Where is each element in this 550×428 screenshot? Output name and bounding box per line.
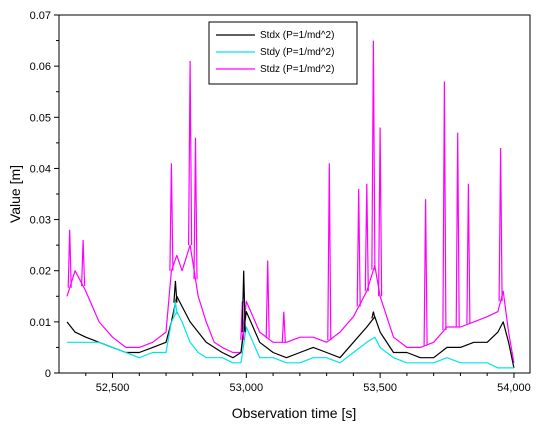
y-tick-label: 0.06	[30, 61, 51, 73]
spike-16	[466, 183, 471, 324]
spike-1	[81, 239, 86, 287]
spike-12	[378, 127, 383, 297]
spike-14	[442, 81, 447, 331]
spike-5	[240, 301, 245, 340]
y-tick-label: 0.01	[30, 317, 51, 329]
x-tick-label: 52,500	[96, 382, 130, 394]
y-tick-label: 0.05	[30, 112, 51, 124]
legend-label-stdx: Stdx (P=1/md^2)	[260, 30, 334, 41]
y-tick-label: 0.07	[30, 10, 51, 22]
series-layer	[66, 40, 515, 369]
y-tick-label: 0.02	[30, 266, 51, 278]
legend-label-stdy: Stdy (P=1/md^2)	[260, 47, 334, 58]
y-tick-label: 0.04	[30, 163, 51, 175]
x-tick-label: 54,000	[497, 382, 531, 394]
spike-20	[371, 311, 376, 319]
spike-6	[265, 260, 270, 339]
spike-19	[241, 270, 246, 333]
spike-2	[169, 163, 174, 271]
spike-8	[327, 163, 332, 341]
spike-15	[455, 132, 460, 328]
legend: Stdx (P=1/md^2) Stdy (P=1/md^2) Stdz (P=…	[208, 21, 358, 85]
spike-13	[423, 199, 428, 346]
y-tick-label: 0	[45, 368, 51, 380]
series-line-0	[66, 295, 515, 369]
legend-box	[208, 21, 358, 85]
spike-17	[498, 147, 503, 302]
spike-11	[371, 40, 376, 270]
spike-0	[67, 229, 72, 288]
x-tick-label: 53,000	[230, 382, 264, 394]
spike-10	[364, 183, 369, 292]
spike-18	[173, 280, 178, 303]
y-axis-label: Value [m]	[7, 165, 23, 223]
y-tick-label: 0.03	[30, 215, 51, 227]
x-axis: 52,500 53,000 53,500 54,000	[85, 373, 531, 394]
series-line-1	[67, 311, 514, 369]
spike-7	[281, 311, 286, 343]
spike-21	[173, 301, 178, 315]
x-tick-label: 53,500	[363, 382, 397, 394]
spike-3	[188, 60, 193, 246]
series-line-2	[66, 244, 515, 363]
x-axis-label: Observation time [s]	[232, 405, 357, 421]
spike-9	[356, 188, 361, 307]
y-axis: 0 0.01 0.02 0.03 0.04 0.05 0.06 0.07	[30, 10, 59, 380]
spike-4	[193, 137, 198, 280]
legend-label-stdz: Stdz (P=1/md^2)	[260, 64, 334, 75]
